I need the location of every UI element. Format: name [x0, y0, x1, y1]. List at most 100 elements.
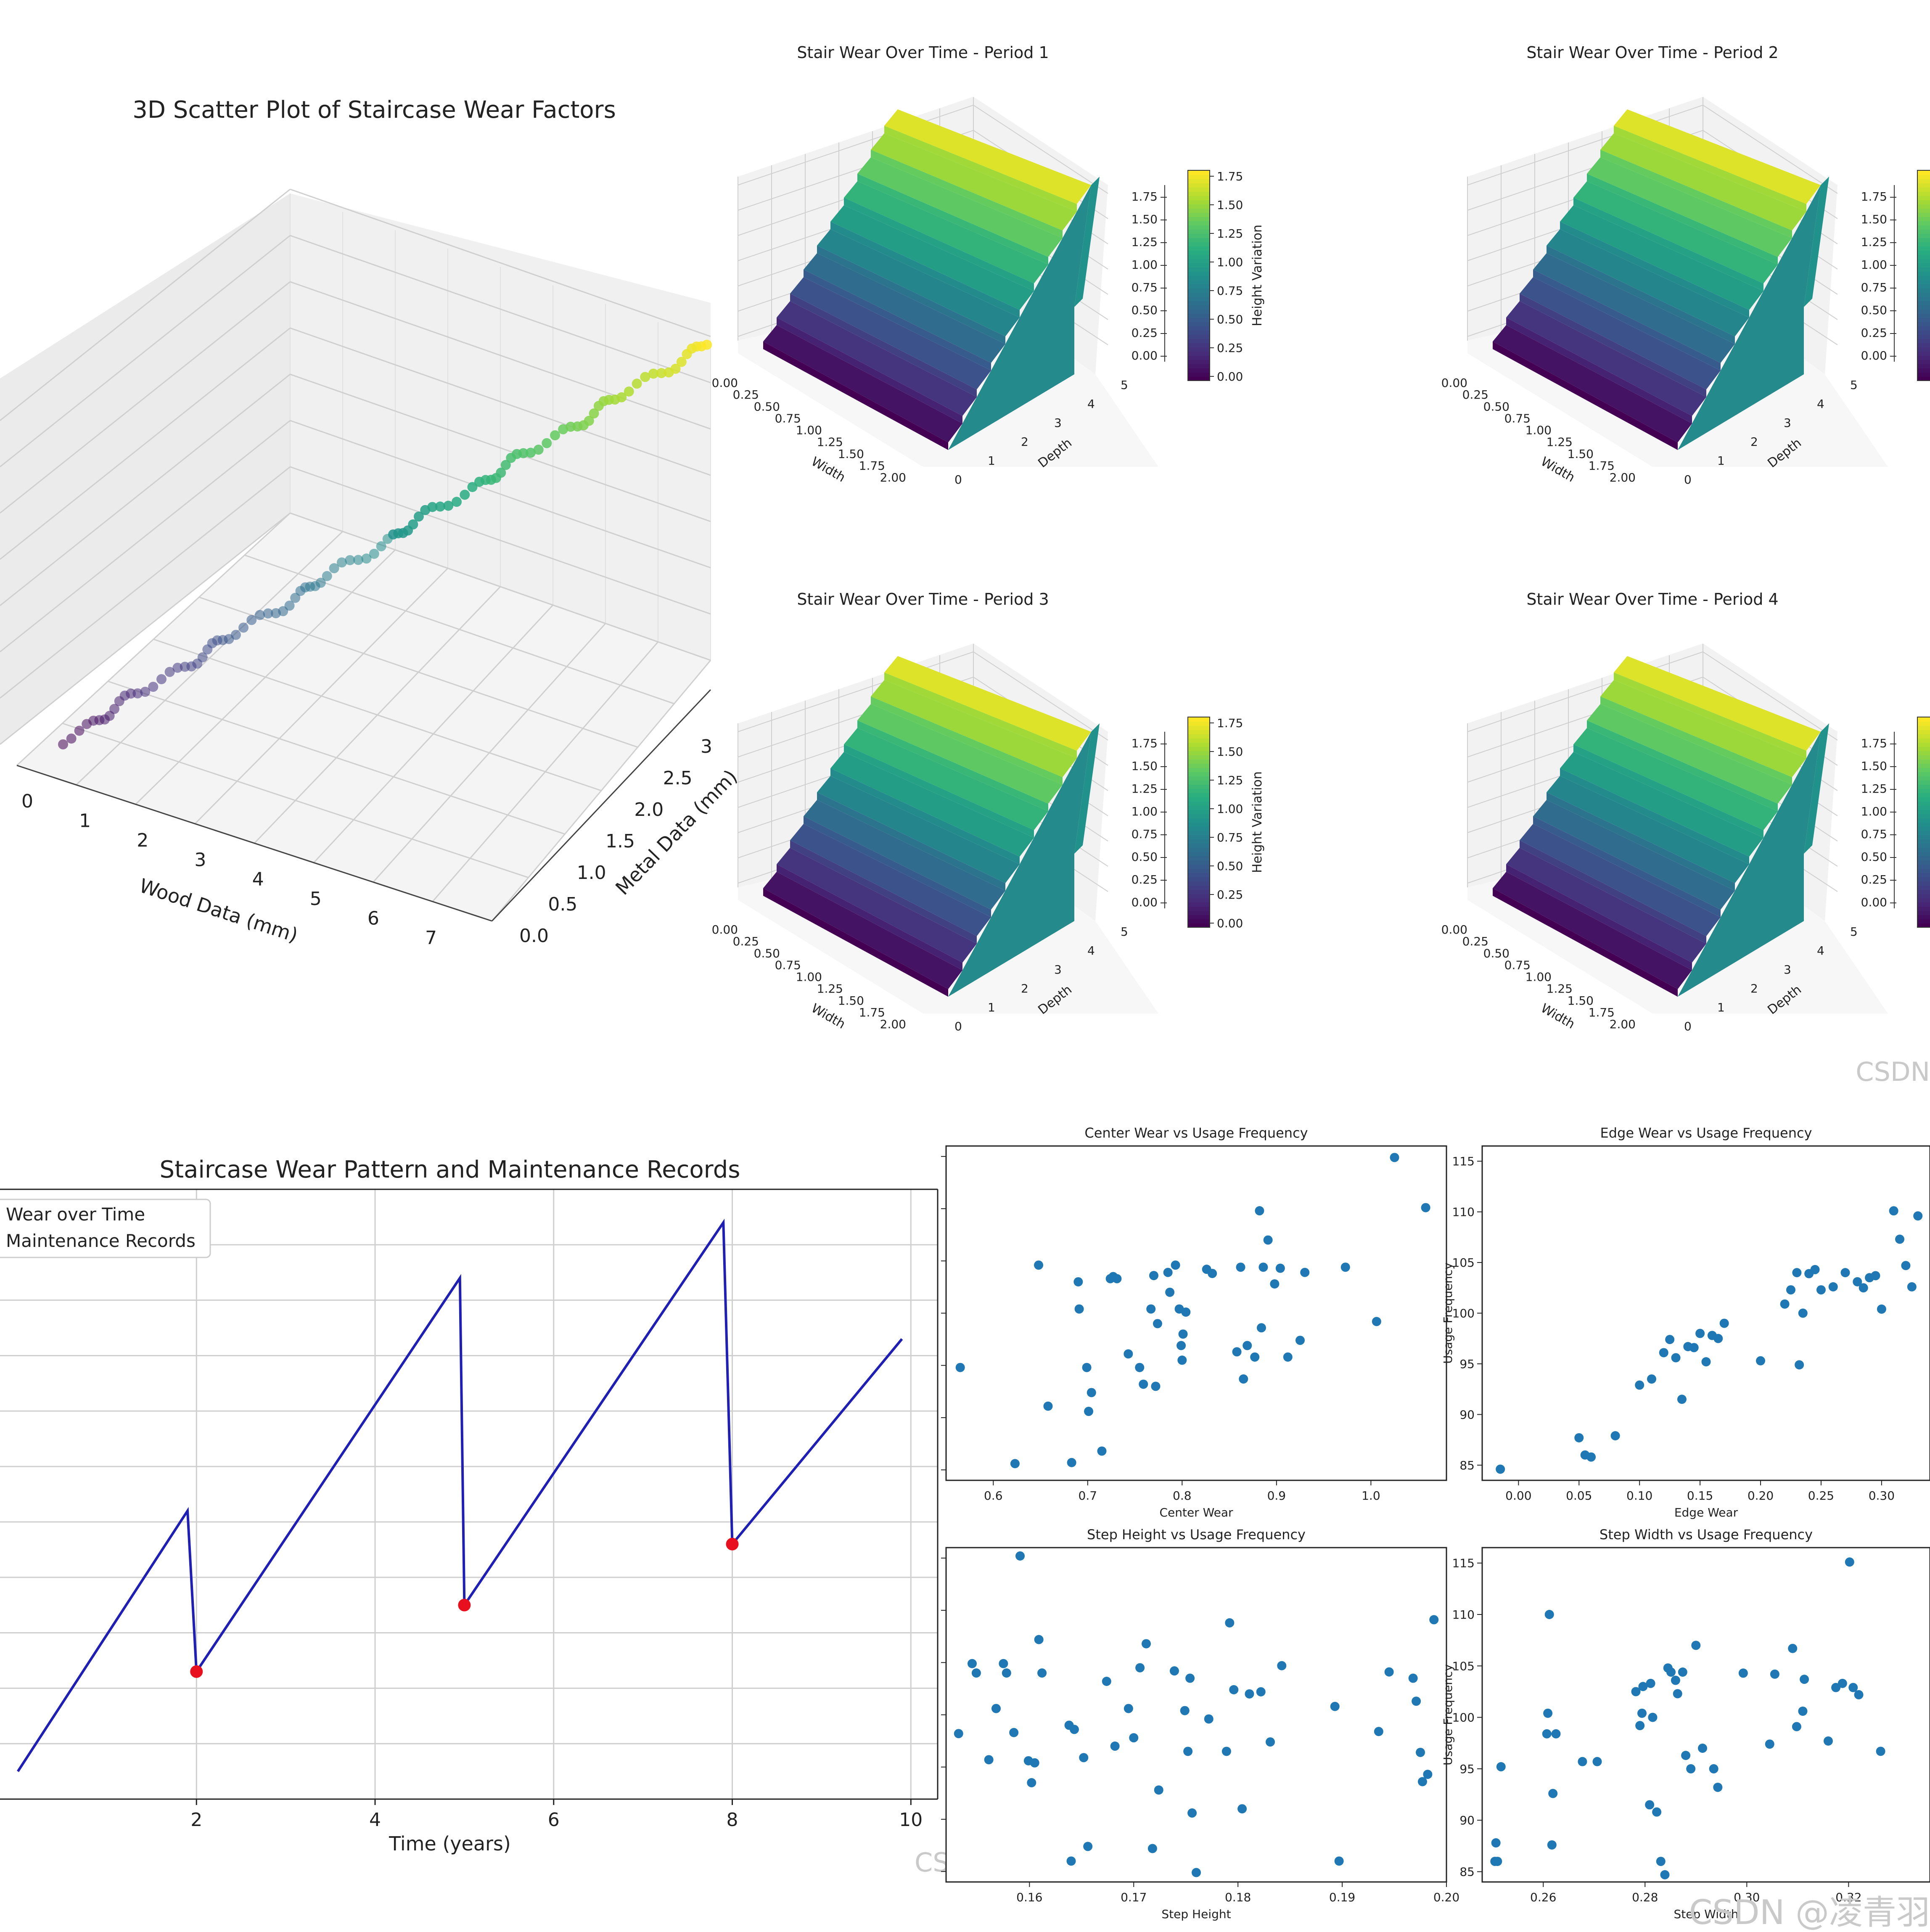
- surface3-x-tick-label: 1.50: [838, 994, 864, 1008]
- scatter-center-point: [1163, 1268, 1173, 1277]
- scatter-edge-point: [1695, 1329, 1705, 1338]
- surface4-z-tick-label: 0.25: [1861, 873, 1887, 887]
- wearline-x-tick-label: 6: [548, 1809, 560, 1831]
- scatter3d-point: [132, 688, 143, 699]
- surface4-colorbar-segment: [1917, 730, 1930, 734]
- scatter-width-point: [1646, 1678, 1655, 1688]
- scatter-edge-y-tick-label: 85: [1459, 1458, 1475, 1472]
- surface4-y-tick-label: 5: [1850, 925, 1858, 939]
- surface2-colorbar-segment: [1917, 347, 1930, 352]
- surface3-z-tick-label: 0.25: [1132, 873, 1158, 887]
- surface2-z-tick-label: 0.00: [1861, 349, 1887, 363]
- scatter-center-point: [1124, 1349, 1133, 1359]
- surface3-step-riser: [884, 672, 1077, 758]
- surface4-x-tick-label: 0.25: [1462, 934, 1488, 948]
- surface4-x-tick-label: 0.00: [1441, 923, 1467, 937]
- scatter3d-title: 3D Scatter Plot of Staircase Wear Factor…: [132, 96, 616, 124]
- surface3-step-tread: [871, 680, 1077, 777]
- scatter3d-floor-pane: [17, 513, 711, 921]
- surface4-title: Stair Wear Over Time - Period 4: [1526, 590, 1778, 609]
- surface4-colorbar-segment: [1917, 789, 1930, 793]
- surface2-colorbar-segment: [1917, 242, 1930, 246]
- scatter-center-point: [1390, 1153, 1399, 1162]
- surface1-colorbar-segment: [1188, 351, 1210, 356]
- surface1-step-tread: [857, 157, 1063, 257]
- surface1-z-tick-label: 1.75: [1132, 190, 1158, 204]
- scatter3d-back-gridline: [290, 235, 711, 384]
- surface2-step-riser: [1614, 126, 1806, 212]
- surface2-colorbar-segment: [1917, 292, 1930, 297]
- surface2-x-tick-label: 1.75: [1589, 459, 1615, 473]
- surface3-colorbar-segment: [1188, 906, 1210, 911]
- scatter3d-y-tick-label: 2.5: [663, 768, 693, 789]
- scatter-edge-y-tick-label: 90: [1459, 1408, 1475, 1421]
- surface3-colorbar-segment: [1188, 755, 1210, 760]
- surface2-colorbar-segment: [1917, 351, 1930, 356]
- scatter-center-point: [1300, 1268, 1310, 1277]
- surface1-colorbar-segment: [1188, 305, 1210, 310]
- surface3-colorbar-label: Height Variation: [1250, 771, 1265, 873]
- wearline-x-tick-label: 2: [190, 1809, 202, 1831]
- scatter3d-back-gridline: [290, 420, 711, 569]
- surface4-gridline: [1467, 651, 1703, 732]
- scatter-edge-point: [1840, 1268, 1850, 1278]
- scatter-edge-y-tick-label: 115: [1452, 1154, 1475, 1168]
- surface3-colorbar-segment: [1188, 742, 1210, 747]
- scatter-height-point: [1034, 1635, 1044, 1644]
- surface4-side-wall: [1678, 732, 1821, 997]
- surface1-colorbar-segment: [1188, 376, 1210, 381]
- scatter3d-y-ticks: 0.0 0.51.0 1.5 2.0 2.5 3: [519, 736, 712, 947]
- wearline-x-ticks: 2 4 6 8 10: [190, 1799, 923, 1831]
- surface1-gridline: [973, 105, 1108, 194]
- surface1-colorbar-tick-label: 0.75: [1217, 284, 1243, 298]
- scatter-edge-point: [1895, 1234, 1905, 1244]
- surface4-step-tread: [1600, 680, 1806, 777]
- scatter-center-point: [1135, 1363, 1145, 1372]
- surface1-gridline: [738, 105, 974, 185]
- surface1-title: Stair Wear Over Time - Period 1: [797, 43, 1049, 62]
- surface1-step-riser: [857, 174, 1048, 265]
- scatter-center-point: [1178, 1329, 1188, 1339]
- surface3-colorbar-segment: [1188, 868, 1210, 873]
- surface3-colorbar-segment: [1188, 847, 1210, 852]
- scatter-center-point: [1177, 1341, 1186, 1350]
- surface2-x-tick-label: 1.00: [1525, 423, 1552, 437]
- scatter-height-point: [1384, 1667, 1394, 1677]
- scatter-height-point: [1169, 1666, 1179, 1676]
- wearline-legend-wear: Wear over Time: [6, 1204, 145, 1225]
- scatter3d-points: [58, 339, 712, 749]
- surface4-step-riser: [1533, 816, 1721, 917]
- scatter-height-point: [967, 1659, 977, 1668]
- surface4-colorbar-segment: [1917, 814, 1930, 818]
- surface3-x-tick-label: 2.00: [880, 1017, 906, 1031]
- surface3-colorbar-tick-label: 1.75: [1217, 716, 1243, 730]
- scatter-edge-xlabel: Edge Wear: [1674, 1506, 1738, 1519]
- surface4-step-tread: [1573, 728, 1778, 830]
- surface4-colorbar-segment: [1917, 751, 1930, 755]
- surface3-colorbar-segment: [1188, 721, 1210, 726]
- scatter-edge-point: [1889, 1206, 1898, 1216]
- scatter-height-point: [1256, 1687, 1266, 1696]
- surface2-colorbar-segment: [1917, 334, 1930, 339]
- surface1-colorbar-tick-label: 1.00: [1217, 255, 1243, 269]
- scatter3d-point: [353, 555, 364, 565]
- scatter-width-point: [1551, 1729, 1561, 1739]
- scatter-height-point: [1110, 1741, 1120, 1751]
- surface2-z-tick-label: 1.75: [1861, 190, 1887, 204]
- surface4-z-tick-label: 0.50: [1861, 850, 1887, 864]
- scatter-edge-point: [1677, 1395, 1687, 1404]
- surface1-colorbar-segment: [1188, 339, 1210, 343]
- surface1-step-tread: [844, 181, 1048, 283]
- scatter-center-point: [1087, 1388, 1096, 1397]
- scatter-center-point: [1275, 1263, 1285, 1273]
- scatter-edge-x-tick-label: 0.15: [1687, 1489, 1713, 1503]
- scatter3d-left-gridline: [0, 281, 291, 514]
- surface1-panel: Stair Wear Over Time - Period 10.000.250…: [712, 43, 1265, 487]
- scatter-center-point: [1258, 1262, 1268, 1272]
- surface2-colorbar-segment: [1917, 280, 1930, 284]
- scatter3d-point: [336, 557, 347, 568]
- surface3-colorbar-segment: [1188, 793, 1210, 797]
- scatter3d-point: [284, 601, 295, 611]
- surface3-title: Stair Wear Over Time - Period 3: [797, 590, 1049, 609]
- surface1-colorbar-segment: [1188, 326, 1210, 331]
